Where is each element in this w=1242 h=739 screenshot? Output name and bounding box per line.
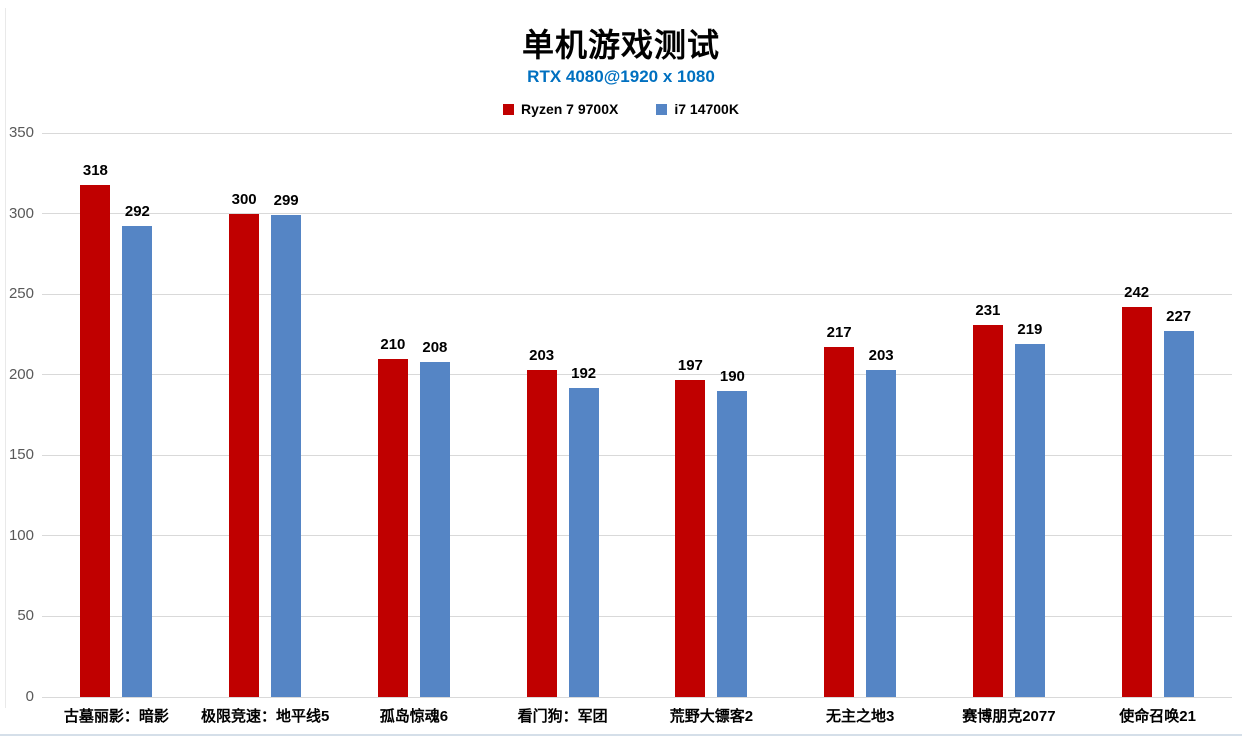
gridline [42,454,1232,456]
gridline [42,293,1232,295]
bar-ryzen [526,369,557,697]
bar-i7 [122,226,153,697]
legend-swatch-red-icon [503,103,515,115]
bar-value-label: 242 [1124,284,1150,302]
bar-ryzen [675,379,706,697]
bar-i7 [717,390,748,697]
x-axis-category-label: 极限竞速：地平线5 [200,708,330,725]
y-axis-tick-label: 200 [8,365,34,383]
legend-label-i7: i7 14700K [674,101,739,117]
bar-i7 [271,215,302,697]
x-axis-category-label: 赛博朋克2077 [962,708,1056,725]
x-axis-category-label: 荒野大镖客2 [669,708,754,725]
bar-value-label: 227 [1166,308,1192,326]
bar-value-label: 190 [719,367,745,385]
y-axis-tick-label: 50 [17,607,34,625]
bar-value-label: 197 [677,356,703,374]
bar-i7 [1014,344,1045,697]
gridline [42,213,1232,215]
gridline [42,615,1232,617]
chart-legend: Ryzen 7 9700X i7 14700K [0,101,1242,117]
legend-item-ryzen: Ryzen 7 9700X [503,101,618,117]
bar-ryzen [824,347,855,697]
gridline [42,132,1232,134]
x-axis-category-label: 无主之地3 [825,708,895,725]
bar-value-label: 231 [975,301,1001,319]
chart-left-border [5,8,6,708]
bar-value-label: 210 [380,335,406,353]
bar-i7 [568,387,599,697]
bar-i7 [419,361,450,697]
chart-title: 单机游戏测试 [521,27,720,63]
bar-i7 [1163,331,1194,697]
bar-value-label: 299 [273,192,299,210]
x-axis-category-label: 孤岛惊魂6 [379,708,449,725]
y-axis-tick-label: 350 [8,124,34,141]
y-axis-tick-label: 100 [8,526,34,544]
bar-ryzen [972,324,1003,697]
page-bottom-divider [0,734,1242,736]
bar-value-label: 300 [231,190,257,208]
bar-value-label: 208 [422,338,448,356]
x-axis-category-label: 使命召唤21 [1119,708,1196,725]
bar-ryzen [1121,307,1152,697]
bar-value-label: 292 [124,203,150,221]
bar-value-label: 203 [529,346,555,364]
chart-subtitle: RTX 4080@1920 x 1080 [527,67,715,86]
bar-value-label: 219 [1017,321,1043,339]
bar-ryzen [229,213,260,697]
legend-label-ryzen: Ryzen 7 9700X [521,101,619,117]
bar-value-label: 192 [571,364,597,382]
plot-area: 318 292 300 299 210 208 203 192 197 190 217 203 231 2… [42,132,1232,698]
y-axis-tick-label: 300 [8,204,34,222]
legend-item-i7: i7 14700K [656,101,739,117]
bar-i7 [866,369,897,697]
bar-value-label: 217 [826,324,852,342]
y-axis-tick-label: 150 [8,446,34,464]
y-axis-tick-label: 250 [8,285,34,303]
legend-swatch-blue-icon [656,103,668,115]
bar-value-label: 318 [82,161,108,179]
gridline [42,696,1232,698]
x-axis-category-label: 古墓丽影：暗影 [63,708,169,725]
gridline [42,535,1232,537]
bar-ryzen [80,184,111,697]
x-axis-category-label: 看门狗：军团 [517,708,608,725]
y-axis-tick-label: 0 [25,688,34,705]
bar-value-label: 203 [868,346,894,364]
bar-ryzen [377,358,408,697]
gridline [42,374,1232,376]
